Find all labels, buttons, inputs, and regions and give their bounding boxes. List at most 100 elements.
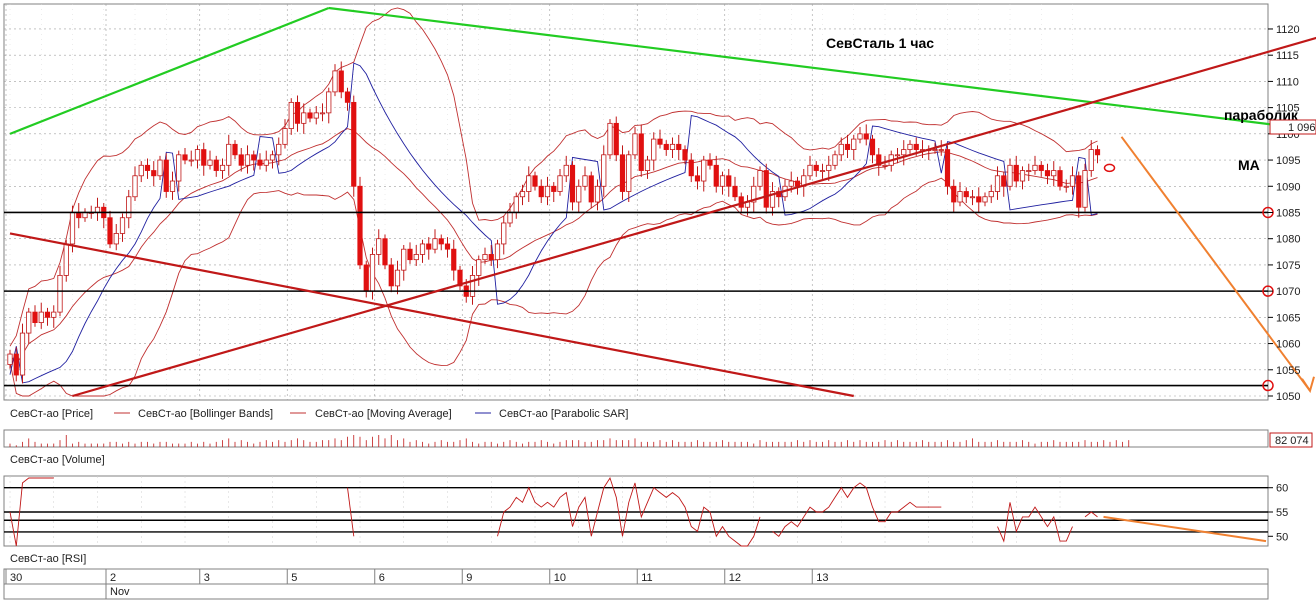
candle-body [894, 154, 901, 157]
candle-body [276, 143, 282, 156]
candle-body [344, 91, 351, 103]
rsi-segment [772, 482, 942, 537]
candle-body [1038, 164, 1044, 171]
candle-body [457, 269, 463, 287]
candle-body [976, 196, 982, 203]
candle-body [994, 175, 1001, 192]
volume-pane[interactable]: 82 074 СевСт-ао [Volume] [3, 429, 1313, 466]
chart-title: СевСталь 1 час [826, 35, 934, 51]
day-tick-label: 30 [10, 572, 22, 584]
candle-body [1044, 170, 1051, 177]
candle-body [69, 212, 76, 245]
rsi-tick-label: 50 [1276, 531, 1288, 543]
candle-body [632, 133, 638, 156]
price-tick-label: 1060 [1276, 339, 1300, 351]
price-pane[interactable]: СевСталь 1 час параболик МА [3, 3, 1316, 401]
trendline [72, 36, 1316, 398]
candle-body [907, 143, 913, 150]
candle-body [938, 149, 944, 151]
candle-body [188, 159, 194, 162]
candle-body [513, 196, 519, 213]
candle-body [882, 164, 888, 167]
candle-body [244, 154, 251, 166]
candle-body [301, 112, 307, 124]
horizontal-levels [4, 206, 1274, 392]
candle-body [57, 275, 63, 313]
price-tick-label: 1115 [1276, 50, 1299, 62]
candle-body [969, 196, 976, 199]
candle-body [1057, 170, 1063, 187]
candle-body [488, 254, 494, 261]
candle-body [1082, 170, 1088, 208]
annotation-parabolic: параболик [1224, 107, 1299, 123]
candle-body [1076, 175, 1082, 208]
candle-body [788, 180, 794, 187]
candle-body [607, 122, 613, 156]
price-tick-label: 1120 [1276, 24, 1300, 36]
candle-body [444, 243, 451, 250]
candle-body [707, 159, 713, 166]
time-axis: 30 2 3 5 6 9 10 11 12 13 Nov [3, 568, 1269, 600]
candle-body [494, 243, 501, 261]
rsi-segment [9, 477, 54, 547]
candle-body [819, 170, 826, 172]
bollinger-lower [9, 177, 1098, 397]
rsi-forecast [1103, 515, 1267, 543]
candle-body [257, 159, 263, 166]
month-label: Nov [110, 586, 130, 598]
candle-body [1051, 170, 1057, 177]
candle-body [963, 191, 969, 198]
candle-body [469, 275, 476, 297]
price-tick-label: 1070 [1276, 286, 1300, 298]
candle-body [126, 196, 132, 219]
candle-body [419, 243, 426, 255]
candle-body [1019, 170, 1026, 182]
candle-body [351, 101, 357, 187]
candle-body [401, 248, 407, 271]
candle-body [757, 170, 763, 187]
candle-body [713, 164, 719, 187]
last-price-box [1269, 119, 1316, 135]
candle-body [44, 311, 51, 318]
candle-body [107, 217, 113, 245]
candle-body [113, 233, 119, 245]
rsi-pane[interactable]: 50 55 60 СевСт-ао [RSI] [3, 475, 1288, 565]
candle-body [669, 143, 676, 150]
candle-body [576, 185, 582, 203]
legend-background [0, 402, 1268, 424]
candle-body [751, 185, 757, 203]
candle-body [1001, 175, 1007, 187]
rsi-forecast-line [1103, 515, 1267, 543]
candle-body [644, 159, 651, 171]
candle-body [269, 154, 276, 161]
candle-body [363, 264, 369, 292]
candle-body [626, 154, 632, 192]
candle-body [1007, 164, 1013, 187]
candle-body [701, 159, 707, 182]
rsi-segment [347, 487, 355, 537]
level-marker-icon [1262, 379, 1274, 392]
candle-body [357, 185, 363, 266]
candle-body [1013, 164, 1019, 182]
candle-body [219, 164, 226, 171]
candle-body [682, 149, 688, 161]
annotation-ma: МА [1238, 157, 1260, 173]
candle-body [588, 175, 594, 203]
candle-body [482, 254, 488, 261]
candle-body [151, 170, 157, 177]
candle-body [169, 180, 176, 192]
legend-price: СевСт-ао [Price] [10, 408, 93, 420]
day-tick-label: 10 [554, 572, 566, 584]
ma-marker-icon [1103, 163, 1116, 173]
bollinger-upper [9, 7, 1098, 347]
candle-body [957, 191, 963, 203]
candle-body [638, 133, 644, 171]
candle-body [832, 154, 838, 166]
candle-body [913, 143, 919, 150]
candle-body [688, 159, 694, 177]
candle-body [769, 191, 776, 208]
candle-body [1026, 170, 1032, 172]
candle-body [476, 259, 482, 276]
rsi-segment [1084, 511, 1098, 518]
